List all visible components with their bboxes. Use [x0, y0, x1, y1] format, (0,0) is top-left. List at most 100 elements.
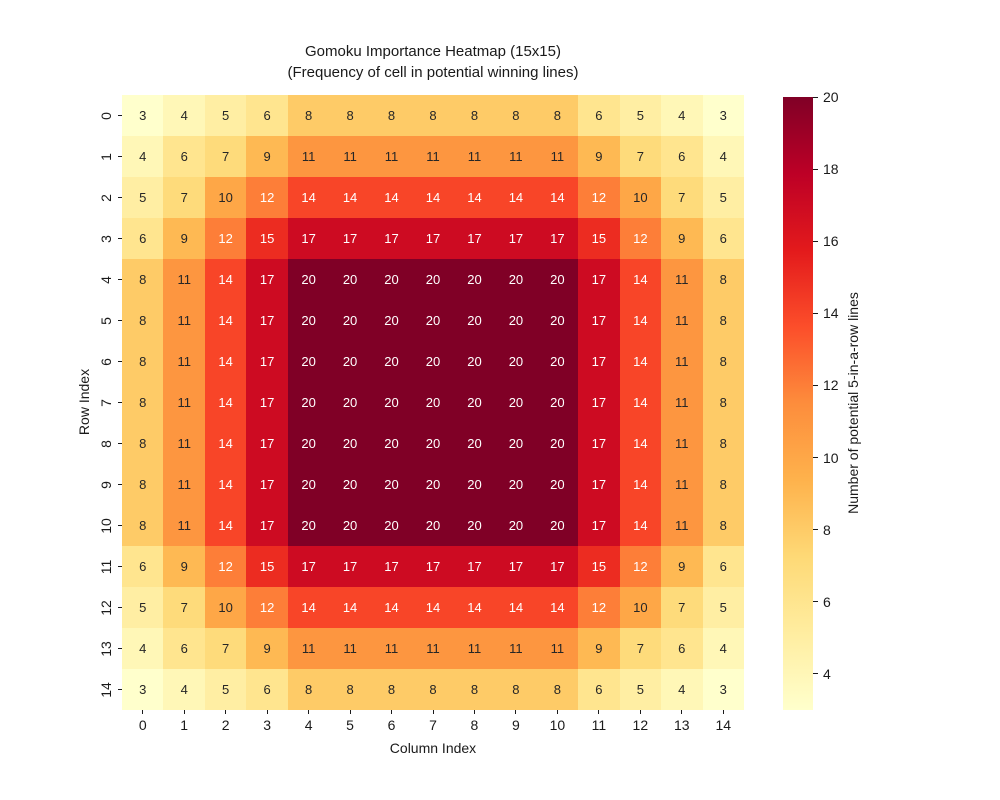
heatmap-cell: 8 [453, 669, 496, 710]
heatmap-cell-value: 20 [342, 477, 358, 492]
y-tick-label: 3 [98, 234, 114, 243]
x-tick-mark [722, 710, 724, 714]
heatmap-cell-value: 17 [591, 272, 607, 287]
heatmap-cell: 17 [578, 259, 620, 300]
colorbar-tick-label: 8 [823, 521, 831, 538]
colorbar-tick-mark [813, 457, 818, 459]
heatmap-cell: 8 [412, 95, 454, 136]
heatmap-cell: 8 [122, 259, 164, 300]
heatmap-cell-value: 20 [508, 354, 524, 369]
heatmap-cell: 14 [204, 464, 247, 505]
heatmap-cell-value: 8 [470, 682, 479, 697]
heatmap-cell-value: 8 [304, 108, 313, 123]
heatmap-cell: 20 [329, 259, 371, 300]
heatmap-cell: 20 [536, 341, 579, 382]
chart-title-line2: (Frequency of cell in potential winning … [287, 64, 579, 81]
heatmap-cell-value: 17 [259, 477, 275, 492]
heatmap-cell-value: 14 [301, 190, 316, 205]
heatmap-cell-value: 20 [342, 313, 358, 328]
x-tick-label: 9 [512, 717, 520, 733]
heatmap-cell: 14 [495, 177, 537, 218]
heatmap-cell: 8 [702, 300, 744, 341]
heatmap-cell-value: 6 [139, 231, 147, 246]
heatmap-cell: 10 [619, 587, 662, 628]
heatmap-cell: 9 [661, 546, 703, 587]
heatmap-cell-value: 14 [425, 600, 441, 615]
x-tick-mark [639, 710, 641, 714]
heatmap-cell: 17 [370, 546, 413, 587]
heatmap-cell: 20 [370, 464, 413, 505]
x-tick-mark [266, 710, 268, 714]
heatmap-cell: 12 [246, 177, 288, 218]
heatmap-cell: 9 [246, 628, 288, 669]
heatmap-cell-value: 7 [222, 641, 230, 656]
heatmap-cell-value: 14 [425, 190, 441, 205]
heatmap-cell: 8 [122, 505, 164, 546]
heatmap-cell: 9 [578, 136, 620, 177]
heatmap-cell-value: 8 [139, 477, 147, 492]
heatmap-cell-value: 20 [384, 354, 399, 369]
heatmap-cell-value: 11 [177, 436, 191, 451]
colorbar-tick-mark [813, 529, 818, 531]
heatmap-cell: 12 [204, 218, 247, 259]
heatmap-cell: 14 [412, 587, 454, 628]
heatmap-cell: 20 [536, 505, 579, 546]
heatmap-cell-value: 20 [550, 477, 565, 492]
heatmap-cell: 20 [287, 300, 330, 341]
heatmap-cell-value: 20 [425, 395, 441, 410]
heatmap-cell: 17 [453, 546, 496, 587]
heatmap-cell-value: 8 [387, 682, 396, 697]
heatmap-cell: 14 [329, 587, 371, 628]
heatmap-cell-value: 20 [342, 354, 358, 369]
heatmap-cell-value: 6 [595, 682, 603, 697]
heatmap-cell: 17 [246, 341, 288, 382]
heatmap-cell-value: 8 [429, 682, 437, 697]
heatmap-cell-value: 20 [384, 395, 399, 410]
heatmap-cell-value: 7 [678, 600, 686, 615]
heatmap-cell: 4 [661, 669, 703, 710]
heatmap-cell-value: 20 [301, 395, 316, 410]
heatmap-cell-value: 5 [139, 190, 147, 205]
heatmap-cell-value: 20 [384, 272, 399, 287]
heatmap-cell-value: 20 [467, 313, 482, 328]
heatmap-cell-value: 8 [553, 682, 561, 697]
heatmap-cell: 20 [329, 341, 371, 382]
heatmap-cell-value: 8 [512, 682, 520, 697]
heatmap-cell: 14 [204, 259, 247, 300]
heatmap-cell-value: 6 [678, 149, 686, 164]
x-tick-mark [308, 710, 310, 714]
y-tick-label: 2 [98, 193, 114, 202]
heatmap-cell-value: 8 [553, 108, 561, 123]
chart-title-line1: Gomoku Importance Heatmap (15x15) [305, 43, 561, 60]
y-tick-mark [118, 238, 122, 239]
heatmap-cell: 7 [661, 587, 703, 628]
heatmap-cell-value: 12 [259, 190, 275, 205]
heatmap-cell: 20 [412, 505, 454, 546]
heatmap-cell-value: 8 [346, 108, 354, 123]
heatmap-cell: 3 [702, 95, 744, 136]
x-tick-label: 5 [346, 717, 354, 733]
heatmap-cell: 20 [536, 259, 579, 300]
heatmap-cell-value: 11 [177, 272, 191, 287]
heatmap-cell: 4 [163, 95, 205, 136]
heatmap-cell: 17 [578, 382, 620, 423]
heatmap-cell-value: 17 [591, 477, 607, 492]
heatmap-cell: 14 [204, 382, 247, 423]
heatmap-cell-value: 5 [636, 108, 644, 123]
heatmap-cell: 20 [536, 382, 579, 423]
heatmap-cell: 17 [287, 546, 330, 587]
heatmap-cell-value: 20 [550, 395, 565, 410]
heatmap-cell-value: 8 [719, 518, 727, 533]
heatmap-cell: 8 [370, 95, 413, 136]
heatmap-cell-value: 5 [719, 190, 727, 205]
heatmap-cell-value: 17 [384, 559, 399, 574]
y-tick-mark [118, 689, 122, 690]
heatmap-cell: 17 [578, 505, 620, 546]
heatmap-cell: 11 [287, 136, 330, 177]
x-tick-label: 1 [180, 717, 189, 733]
y-tick-label: 9 [98, 480, 114, 489]
heatmap-cell: 11 [661, 259, 703, 300]
heatmap-cell-value: 17 [591, 395, 607, 410]
heatmap-cell: 11 [661, 382, 703, 423]
